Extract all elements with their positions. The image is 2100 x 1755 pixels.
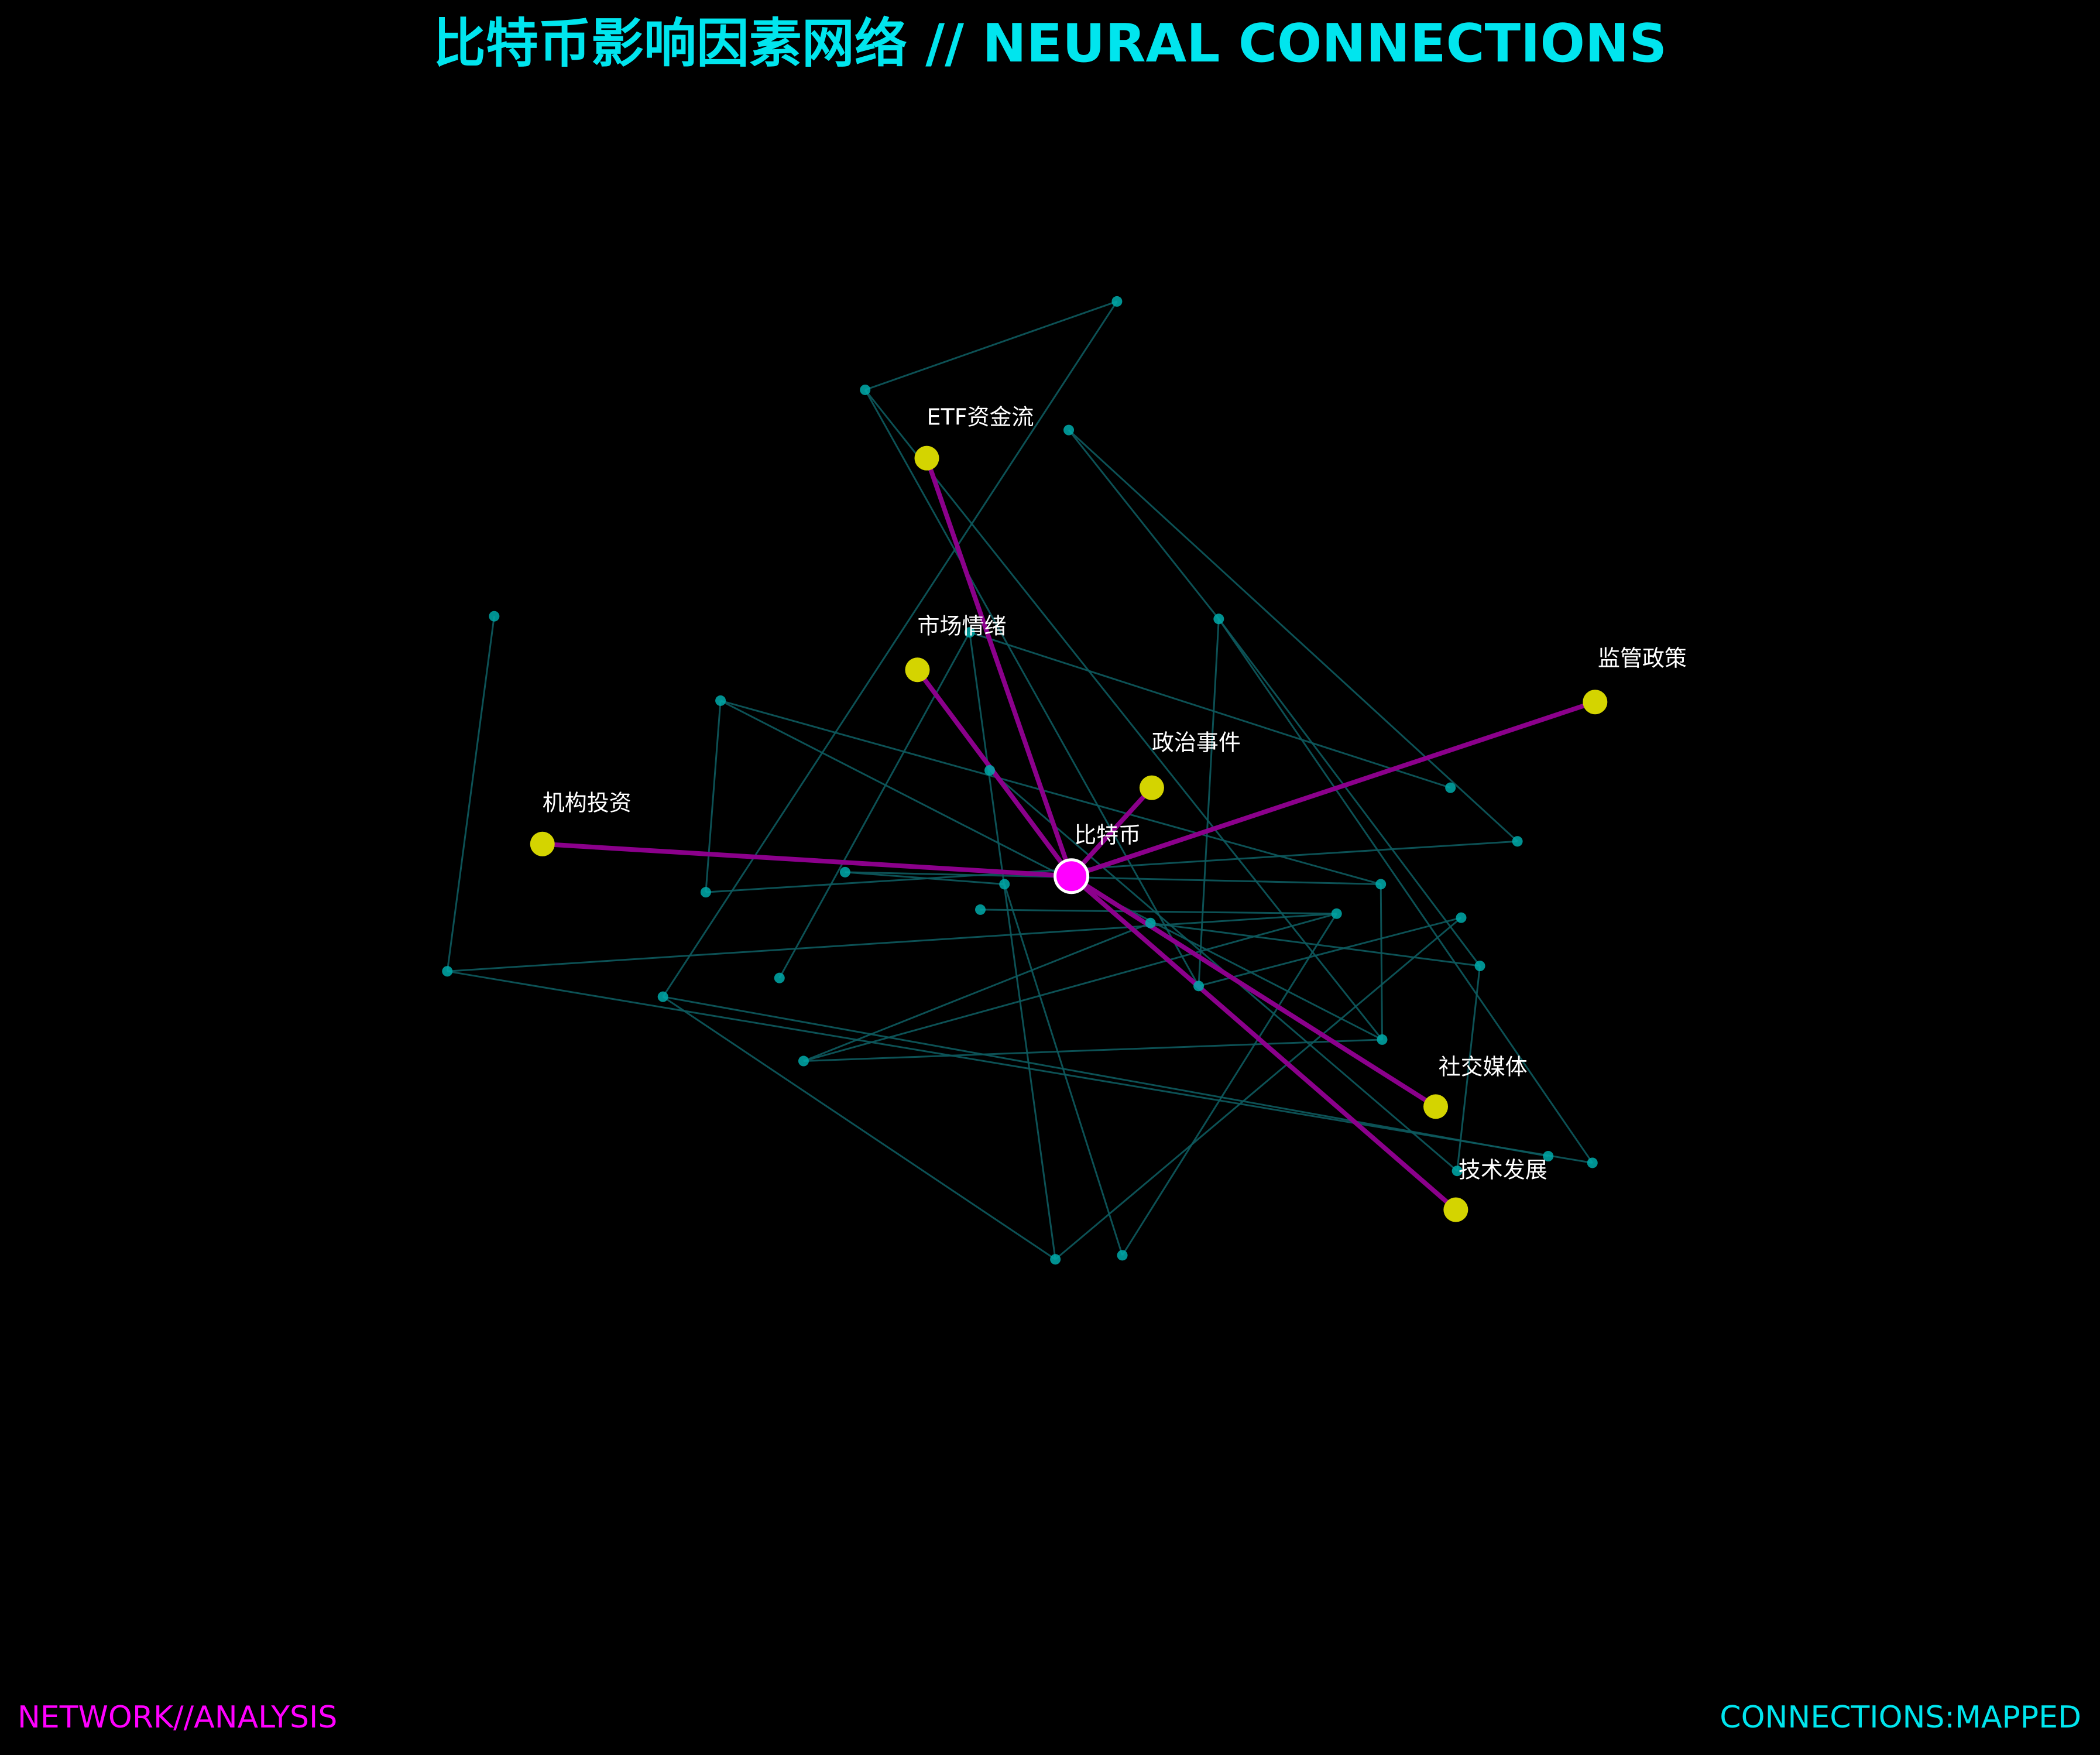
factor-label-4: 政治事件 bbox=[1152, 730, 1241, 756]
minor-node bbox=[657, 991, 668, 1002]
minor-node bbox=[700, 887, 711, 898]
factor-node-3 bbox=[1583, 690, 1608, 715]
factor-nodes bbox=[530, 445, 1608, 1222]
factor-edge-1 bbox=[924, 455, 1074, 879]
minor-edge bbox=[969, 632, 1056, 1260]
minor-edge bbox=[720, 700, 1381, 885]
factor-edges bbox=[540, 455, 1598, 1212]
minor-edge bbox=[1198, 917, 1461, 987]
minor-node bbox=[1587, 1157, 1598, 1168]
factor-node-1 bbox=[914, 445, 939, 471]
minor-node bbox=[1111, 296, 1123, 307]
factor-node-2 bbox=[905, 657, 930, 683]
minor-edge bbox=[446, 616, 495, 972]
factor-node-5 bbox=[530, 831, 555, 856]
minor-node bbox=[1193, 981, 1204, 992]
factor-edge-2 bbox=[915, 667, 1074, 879]
minor-node bbox=[1331, 908, 1342, 919]
factor-node-7 bbox=[1443, 1197, 1468, 1222]
factor-edge-6 bbox=[1069, 873, 1439, 1109]
minor-edge bbox=[663, 996, 1549, 1157]
minor-edge bbox=[705, 840, 1518, 893]
minor-node bbox=[839, 866, 850, 878]
factor-label-6: 社交媒体 bbox=[1439, 1054, 1528, 1079]
factor-label-7: 技术发展 bbox=[1459, 1157, 1547, 1183]
footer-right-label: CONNECTIONS:MAPPED bbox=[1720, 1700, 2081, 1735]
minor-node bbox=[442, 966, 453, 977]
minor-edge bbox=[447, 970, 1593, 1164]
factor-edge-5 bbox=[540, 841, 1074, 879]
minor-edge bbox=[1068, 429, 1518, 842]
minor-node bbox=[1452, 1166, 1463, 1177]
minor-edge bbox=[980, 909, 1337, 915]
minor-edge bbox=[803, 922, 1151, 1062]
minor-edge bbox=[778, 632, 971, 979]
minor-edge bbox=[1380, 884, 1383, 1040]
minor-edge bbox=[864, 389, 1383, 1040]
minor-nodes bbox=[442, 296, 1598, 1265]
page-title: 比特币影响因素网络 // NEURAL CONNECTIONS bbox=[433, 13, 1667, 74]
minor-edge bbox=[662, 301, 1118, 998]
minor-edge bbox=[803, 1038, 1382, 1062]
center-group bbox=[1054, 858, 1090, 894]
minor-node bbox=[999, 879, 1010, 890]
minor-edge bbox=[803, 913, 1337, 1062]
minor-node bbox=[1377, 1034, 1388, 1045]
factor-label-1: ETF资金流 bbox=[927, 404, 1034, 430]
minor-node bbox=[798, 1055, 809, 1067]
minor-node bbox=[1145, 917, 1156, 928]
minor-edge bbox=[447, 913, 1337, 972]
minor-edge bbox=[845, 871, 1381, 885]
minor-node bbox=[774, 972, 785, 983]
minor-edge bbox=[1197, 619, 1220, 986]
minor-node bbox=[1474, 961, 1485, 972]
factor-node-4 bbox=[1139, 775, 1164, 800]
minor-node bbox=[1050, 1254, 1061, 1265]
factor-label-3: 监管政策 bbox=[1598, 645, 1687, 671]
minor-node bbox=[1117, 1250, 1128, 1261]
minor-node bbox=[715, 695, 726, 706]
minor-edges bbox=[446, 300, 1593, 1260]
minor-node bbox=[489, 611, 500, 622]
minor-node bbox=[1063, 424, 1075, 436]
factor-label-2: 市场情绪 bbox=[917, 613, 1006, 639]
factor-node-6 bbox=[1423, 1094, 1449, 1119]
minor-edge bbox=[1121, 913, 1337, 1256]
minor-node bbox=[1512, 836, 1523, 847]
minor-edge bbox=[1456, 965, 1481, 1171]
minor-node bbox=[984, 765, 996, 776]
minor-node bbox=[975, 904, 986, 915]
minor-edge bbox=[1068, 429, 1220, 620]
minor-node bbox=[964, 627, 975, 638]
minor-node bbox=[1456, 912, 1467, 923]
minor-edge bbox=[1055, 917, 1462, 1260]
factor-edge-4 bbox=[1069, 785, 1154, 879]
footer-left-label: NETWORK//ANALYSIS bbox=[18, 1700, 337, 1735]
minor-edge bbox=[969, 631, 1451, 789]
minor-edge bbox=[662, 996, 1056, 1260]
center-node bbox=[1054, 858, 1090, 894]
minor-edge bbox=[1218, 618, 1481, 966]
minor-node bbox=[1375, 879, 1387, 890]
center-label: 比特币 bbox=[1074, 822, 1141, 848]
factor-edge-7 bbox=[1069, 873, 1459, 1212]
minor-node bbox=[860, 384, 871, 395]
minor-node bbox=[1213, 613, 1224, 625]
minor-node bbox=[1543, 1151, 1554, 1162]
minor-edge bbox=[864, 300, 1117, 391]
factor-label-5: 机构投资 bbox=[543, 790, 632, 816]
minor-edge bbox=[1218, 618, 1593, 1164]
minor-edge bbox=[1150, 922, 1480, 967]
minor-node bbox=[1445, 782, 1456, 793]
minor-edge bbox=[705, 700, 722, 893]
minor-edge bbox=[1003, 883, 1123, 1256]
factor-edge-3 bbox=[1069, 700, 1598, 879]
minor-edge bbox=[864, 389, 1200, 987]
